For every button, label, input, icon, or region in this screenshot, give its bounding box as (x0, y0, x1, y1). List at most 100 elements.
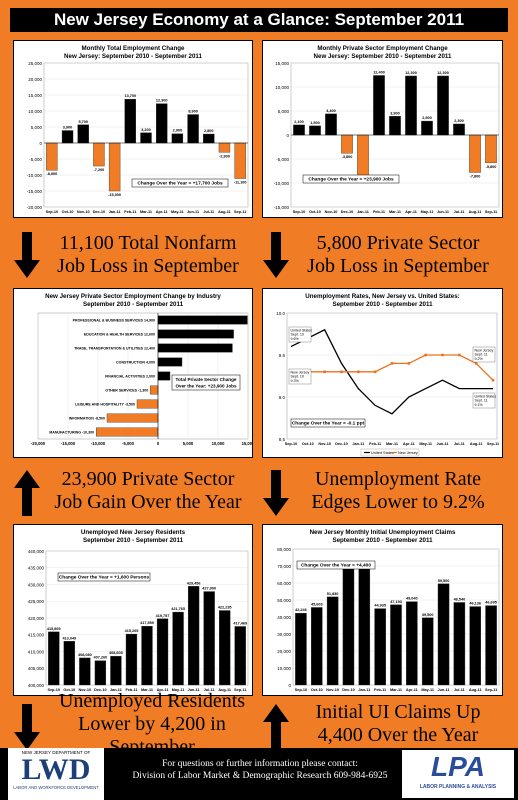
x-tick-label: Aug-11 (469, 210, 482, 214)
data-label: 427,900 (202, 587, 216, 591)
callout-box (472, 392, 496, 409)
x-tick-label: Sep-11 (234, 688, 246, 692)
data-label: 39,500 (422, 613, 434, 617)
x-tick-label: Jan-11 (352, 442, 364, 446)
data-label: 417,469 (233, 621, 247, 625)
bar (108, 142, 121, 192)
bar (140, 132, 152, 144)
series-line (291, 354, 494, 381)
annotation: Change Over the Year = +23,900 Jobs (308, 177, 394, 183)
bar (325, 113, 337, 136)
data-label: -2,900 (219, 154, 230, 158)
chart-title: Unemployment Rates, New Jersey vs. Unite… (305, 293, 460, 308)
caption-unemployment-rate: Unemployment Rate Edges Lower to 9.2% (311, 468, 485, 513)
x-tick-label: Jun-11 (437, 210, 449, 214)
x-tick-label: Apr-11 (406, 688, 418, 692)
down-arrow-icon (14, 704, 40, 750)
x-tick-label: Dec-10 (93, 210, 105, 214)
data-label: 59,500 (438, 579, 450, 583)
chart-title: Monthly Private Sector Employment Change… (313, 45, 452, 60)
bar (187, 586, 200, 686)
data-label: 422,235 (218, 606, 232, 610)
y-tick-label: -5,000 (29, 157, 42, 162)
bar (203, 133, 215, 144)
category-label: PROFESSIONAL & BUSINESS SERVICES 14,900 (73, 319, 155, 323)
annotation-box (302, 174, 400, 184)
annotation: Change Over the Year = -0.1 ppt (292, 421, 365, 427)
bar (234, 142, 246, 179)
data-label: 8,900 (188, 110, 198, 114)
x-tick-label: Sep-10 (48, 688, 60, 692)
bar (453, 602, 466, 686)
chart-panel-unemployed-residents: Unemployed New Jersey Residents September… (13, 524, 253, 696)
bar (311, 607, 323, 686)
caption-initial-claims: Initial UI Claims Up 4,400 Over the Year (315, 701, 481, 746)
x-tick-label: Dec-10 (94, 688, 106, 692)
bar (390, 604, 402, 686)
bar (295, 612, 307, 686)
bar (469, 606, 481, 686)
x-tick-label: May-11 (421, 210, 434, 214)
y-tick-label: 30,000 (277, 632, 291, 637)
bar (157, 315, 248, 325)
y-tick-label: 420,000 (28, 616, 45, 621)
data-label: 413,049 (62, 636, 76, 640)
data-label: 48,540 (454, 597, 466, 601)
callout-nj-start: 9.3% (291, 379, 300, 383)
bar (218, 142, 231, 153)
data-label: 419,757 (156, 614, 170, 618)
x-tick-label: Mar-11 (140, 210, 152, 214)
x-tick-label: Dec-10 (342, 688, 354, 692)
x-tick-label: Oct-10 (302, 442, 314, 446)
caption-private-gain: 23,900 Private Sector Job Gain Over the Y… (54, 468, 242, 513)
data-label: 13,700 (124, 94, 136, 98)
series-marker (407, 362, 411, 365)
bar (219, 610, 231, 686)
bar (374, 608, 386, 686)
y-tick-label: 15,000 (275, 61, 289, 66)
data-label: 415,205 (125, 629, 139, 633)
bar (93, 142, 105, 167)
x-tick-label: Mar-11 (141, 688, 153, 692)
x-tick-label: Sep-11 (234, 210, 246, 214)
y-tick-label: 0 (39, 141, 42, 146)
x-tick-label: Jun-11 (438, 688, 450, 692)
bar (437, 583, 450, 686)
bar (485, 605, 497, 686)
x-tick-label: Jul-11 (204, 688, 215, 692)
data-label: -8,500 (46, 172, 57, 176)
x-tick-label: Jun-11 (436, 442, 448, 446)
category-label: MANUFACTURING -10,300 (49, 431, 94, 435)
x-tick-label: Nov-10 (326, 688, 339, 692)
bar (125, 633, 138, 686)
bar (157, 329, 234, 339)
x-tick-label: Apr-11 (403, 442, 415, 446)
series-marker (323, 370, 326, 374)
y-tick-label: 405,000 (28, 666, 45, 671)
data-label: 49,040 (406, 597, 418, 601)
total-employment-chart: 25,000 20,000 15,000 10,000 5,000 0 -5,000 -10,… (27, 61, 249, 214)
x-tick-label: -15,000 (61, 441, 76, 446)
bar (157, 371, 171, 381)
x-tick-label: May-11 (171, 210, 184, 214)
bar (187, 114, 199, 144)
category-label: OTHER SERVICES -1,300 (105, 389, 148, 393)
chart-title: New Jersey Monthly Initial Unemployment … (309, 529, 456, 544)
x-tick-label: Nov-10 (325, 210, 338, 214)
data-label: 415,869 (47, 627, 61, 631)
callout-box (472, 346, 496, 363)
data-label: 12,400 (373, 70, 385, 74)
x-tick-label: Feb-11 (124, 210, 136, 214)
up-arrow-icon (14, 470, 40, 516)
y-tick-label: 60,000 (277, 581, 291, 586)
y-tick-label: 5,000 (278, 109, 290, 114)
data-label: 46,695 (485, 601, 497, 605)
y-tick-label: 20,000 (28, 77, 42, 82)
x-tick-label: Jan-11 (110, 688, 122, 692)
callout-nj-start: Sept. 10 (291, 375, 304, 379)
x-tick-label: Feb-11 (369, 442, 381, 446)
data-label: 44,935 (374, 604, 386, 608)
x-tick-label: Aug-11 (218, 688, 231, 692)
up-arrow-icon (263, 704, 289, 750)
series-marker (424, 353, 427, 357)
